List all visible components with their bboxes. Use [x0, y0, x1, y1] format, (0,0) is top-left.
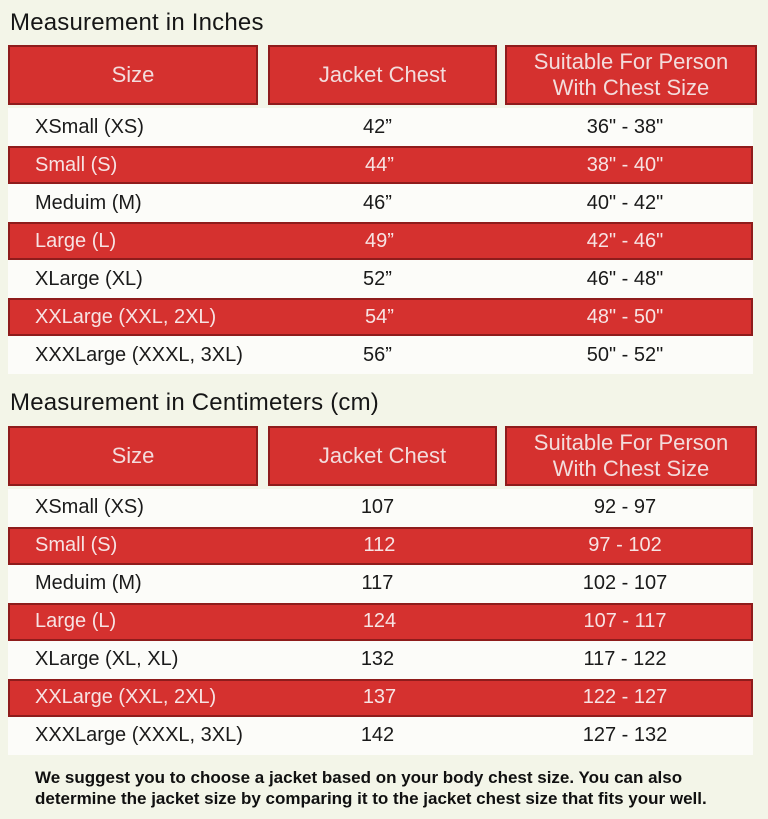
table-row: XSmall (XS) 42” 36" - 38" — [8, 108, 753, 147]
suitable-cell: 97 - 102 — [588, 534, 662, 557]
header-size: Size — [8, 45, 258, 106]
table-row: XXLarge (XXL, 2XL) 137 122 - 127 — [8, 678, 753, 717]
header-suitable: Suitable For Person With Chest Size — [505, 45, 757, 106]
suitable-cell: 36" - 38" — [586, 115, 664, 138]
size-cell: XXXLarge (XXXL, 3XL) — [35, 724, 243, 747]
size-cell: XSmall (XS) — [35, 496, 144, 519]
table-row: Meduim (M) 46” 40" - 42" — [8, 184, 753, 223]
chest-cell: 112 — [363, 534, 396, 557]
size-cell: XLarge (XL, XL) — [35, 648, 179, 671]
cm-header-row: Size Jacket Chest Suitable For Person Wi… — [8, 425, 757, 486]
footer-note: We suggest you to choose a jacket based … — [35, 767, 768, 810]
table-row: XLarge (XL, XL) 132 117 - 122 — [8, 640, 753, 679]
chest-cell: 42” — [363, 115, 392, 138]
size-cell: XLarge (XL) — [35, 267, 143, 290]
size-cell: Large (L) — [35, 229, 117, 252]
inches-section: Measurement in Inches Size Jacket Chest … — [8, 9, 768, 375]
size-cell: Meduim (M) — [35, 572, 142, 595]
suitable-cell: 102 - 107 — [582, 572, 668, 595]
table-row: XXXLarge (XXXL, 3XL) 142 127 - 132 — [8, 716, 753, 755]
header-size: Size — [8, 425, 258, 486]
size-cell: Large (L) — [35, 610, 117, 633]
table-row: XXLarge (XXL, 2XL) 54” 48" - 50" — [8, 298, 753, 337]
inches-table-body: XSmall (XS) 42” 36" - 38" Small (S) 44” 38" -… — [8, 108, 753, 375]
table-row: Meduim (M) 117 102 - 107 — [8, 564, 753, 603]
size-cell: Small (S) — [35, 534, 118, 557]
suitable-cell: 48" - 50" — [586, 305, 664, 328]
size-cell: XXLarge (XXL, 2XL) — [35, 305, 217, 328]
chest-cell: 54” — [365, 305, 394, 328]
table-row: XLarge (XL) 52” 46" - 48" — [8, 260, 753, 299]
header-jacket-chest: Jacket Chest — [268, 425, 497, 486]
chest-cell: 44” — [365, 153, 394, 176]
size-cell: XSmall (XS) — [35, 115, 144, 138]
footer-line-2: determine the jacket size by comparing i… — [35, 789, 707, 809]
suitable-cell: 117 - 122 — [583, 648, 667, 671]
suitable-cell: 50" - 52" — [586, 343, 664, 366]
header-jacket-chest: Jacket Chest — [268, 45, 497, 106]
chest-cell: 142 — [360, 724, 395, 747]
table-row: Small (S) 44” 38" - 40" — [8, 146, 753, 185]
chest-cell: 52” — [363, 267, 392, 290]
suitable-cell: 42" - 46" — [586, 229, 664, 252]
chest-cell: 46” — [363, 191, 392, 214]
chest-cell: 137 — [362, 686, 397, 709]
suitable-cell: 38" - 40" — [586, 153, 664, 176]
footer-line-1: We suggest you to choose a jacket based … — [35, 767, 683, 787]
suitable-cell: 92 - 97 — [593, 496, 657, 519]
inches-header-row: Size Jacket Chest Suitable For Person Wi… — [8, 45, 757, 106]
size-cell: Meduim (M) — [35, 191, 142, 214]
size-cell: XXLarge (XXL, 2XL) — [35, 686, 217, 709]
header-suitable: Suitable For Person With Chest Size — [505, 425, 757, 486]
inches-title: Measurement in Inches — [10, 9, 264, 36]
table-row: Small (S) 112 97 - 102 — [8, 526, 753, 565]
chest-cell: 107 — [360, 496, 395, 519]
cm-title: Measurement in Centimeters (cm) — [10, 389, 379, 417]
suitable-cell: 40" - 42" — [586, 191, 664, 214]
table-row: Large (L) 49” 42" - 46" — [8, 222, 753, 261]
cm-table-body: XSmall (XS) 107 92 - 97 Small (S) 112 97 - 10… — [8, 488, 753, 755]
cm-section: Measurement in Centimeters (cm) Size Jac… — [8, 389, 768, 755]
chest-cell: 132 — [360, 648, 395, 671]
table-row: XSmall (XS) 107 92 - 97 — [8, 488, 753, 527]
suitable-cell: 127 - 132 — [582, 724, 668, 747]
table-row: Large (L) 124 107 - 117 — [8, 602, 753, 641]
suitable-cell: 122 - 127 — [582, 686, 668, 709]
chest-cell: 49” — [365, 229, 394, 252]
chest-cell: 117 — [361, 572, 394, 595]
size-cell: XXXLarge (XXXL, 3XL) — [35, 343, 243, 366]
table-row: XXXLarge (XXXL, 3XL) 56” 50" - 52" — [8, 336, 753, 375]
suitable-cell: 107 - 117 — [583, 610, 667, 633]
size-cell: Small (S) — [35, 153, 118, 176]
chest-cell: 124 — [362, 610, 397, 633]
suitable-cell: 46" - 48" — [586, 267, 664, 290]
chest-cell: 56” — [363, 343, 392, 366]
